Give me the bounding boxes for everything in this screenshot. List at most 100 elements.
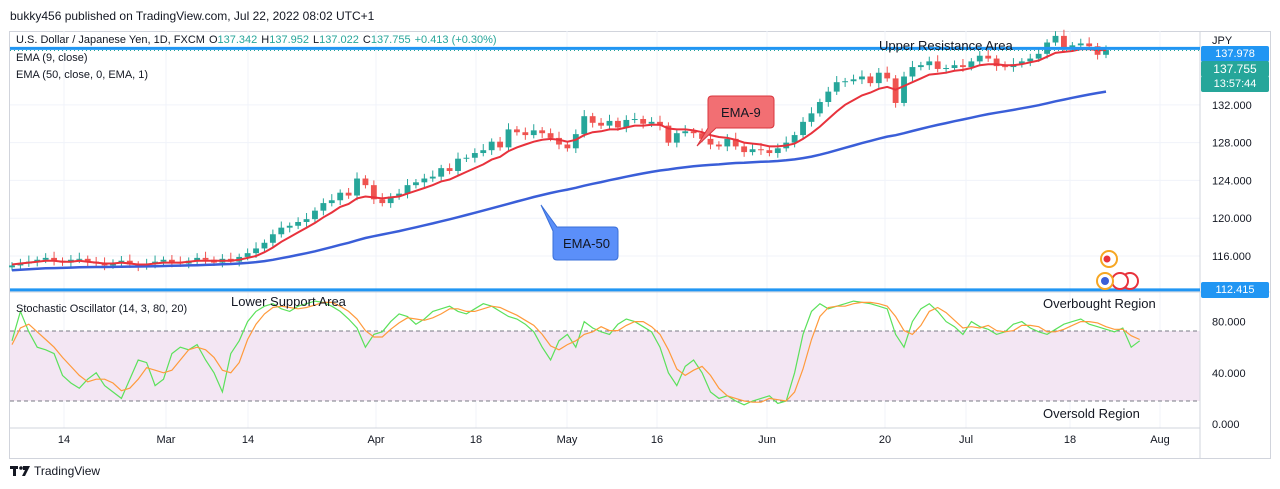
candle-body — [438, 168, 445, 177]
candle-body — [471, 153, 478, 158]
candle-body — [337, 192, 344, 201]
ema9-callout[interactable]: EMA-9 — [696, 95, 775, 147]
candle-body — [640, 119, 647, 124]
candle-body — [497, 141, 504, 148]
candle-body — [556, 137, 562, 145]
candle-body — [808, 113, 815, 122]
candle — [404, 179, 411, 199]
candle-body — [1002, 66, 1008, 68]
candle — [623, 115, 630, 133]
candle — [51, 251, 57, 266]
upper-resistance-label: Upper Resistance Area — [879, 38, 1013, 53]
candle-body — [926, 61, 933, 66]
time-tick-label: 14 — [58, 434, 70, 446]
candle — [202, 251, 209, 265]
candle — [581, 110, 588, 138]
candle-body — [909, 67, 916, 77]
time-tick-label: Jun — [758, 434, 776, 446]
candle-body — [673, 133, 680, 143]
candle — [833, 76, 840, 95]
candle-body — [76, 258, 83, 260]
candle-body — [1086, 43, 1093, 47]
candle-body — [598, 122, 604, 126]
candle-body — [623, 119, 630, 128]
candle-body — [514, 129, 520, 133]
candle — [387, 193, 394, 208]
candle-body — [286, 225, 293, 228]
candle — [286, 222, 293, 233]
candle-body — [84, 258, 91, 262]
candle-body — [732, 138, 739, 147]
candle-body — [278, 227, 285, 235]
candle — [606, 114, 613, 131]
time-tick-label: 14 — [242, 434, 254, 446]
candle — [1018, 58, 1025, 68]
candle — [867, 73, 874, 87]
candle — [429, 170, 436, 182]
candle — [564, 141, 571, 152]
time-tick-label: Mar — [157, 434, 176, 446]
event-flag-icon — [1111, 272, 1129, 290]
candle-body — [1052, 35, 1059, 43]
candle — [917, 61, 924, 71]
event-flags[interactable] — [1096, 250, 1139, 290]
candle-body — [328, 200, 335, 204]
candle-body — [631, 119, 638, 121]
candle — [320, 198, 327, 216]
ema50-legend[interactable]: EMA (50, close, 0, EMA, 1) — [16, 69, 149, 81]
candle — [825, 86, 832, 107]
candle — [480, 144, 487, 157]
candle — [859, 70, 865, 85]
low-value: 137.022 — [319, 34, 359, 46]
ema9-callout-text: EMA-9 — [721, 105, 761, 120]
candle — [278, 221, 285, 238]
time-tick-label: 18 — [1064, 434, 1076, 446]
candle — [488, 138, 495, 155]
candle-body — [547, 133, 554, 138]
candle-body — [404, 185, 411, 194]
candle — [530, 124, 537, 139]
candle — [1094, 42, 1101, 60]
candle-body — [976, 55, 983, 62]
candle — [328, 194, 335, 207]
candle-body — [741, 146, 748, 153]
stoch-band — [10, 331, 1200, 401]
candle — [682, 125, 689, 137]
candle — [875, 68, 882, 88]
candle — [337, 189, 344, 205]
lower-support-label: Lower Support Area — [231, 294, 347, 309]
candle-body — [833, 82, 840, 92]
ema50-callout[interactable]: EMA-50 — [540, 204, 619, 261]
candle-body — [1077, 43, 1084, 46]
candle-body — [446, 168, 453, 171]
candle-body — [488, 141, 495, 151]
ema9-legend[interactable]: EMA (9, close) — [16, 52, 88, 64]
currency-label: JPY — [1212, 35, 1233, 47]
candle — [261, 239, 268, 252]
candle-body — [261, 242, 268, 249]
candle — [463, 154, 470, 162]
candle — [1069, 42, 1076, 52]
candle — [589, 112, 596, 128]
price-tick-label: 124.000 — [1212, 175, 1252, 187]
candle — [539, 127, 546, 138]
candle — [497, 136, 504, 151]
candle-body — [505, 129, 512, 148]
candle — [892, 75, 899, 108]
candle-body — [1069, 45, 1076, 49]
candle-body — [387, 196, 394, 204]
candle-body — [875, 72, 882, 84]
candle — [850, 74, 857, 85]
candle-body — [480, 150, 487, 154]
candle-body — [572, 134, 579, 149]
candle-body — [370, 185, 377, 200]
stoch-tick-label: 80.000 — [1212, 317, 1246, 329]
stoch-legend[interactable]: Stochastic Oscillator (14, 3, 80, 20) — [16, 303, 188, 315]
candle-body — [396, 193, 403, 197]
footer-brand[interactable]: TradingView — [10, 463, 100, 479]
price-axis-ticks: 132.000 128.000 124.000 120.000 116.000 — [1212, 100, 1252, 263]
close-value: 137.755 — [370, 34, 411, 46]
candle-body — [160, 259, 167, 262]
symbol-legend[interactable]: U.S. Dollar / Japanese Yen, 1D, FXCM O137… — [16, 34, 501, 46]
